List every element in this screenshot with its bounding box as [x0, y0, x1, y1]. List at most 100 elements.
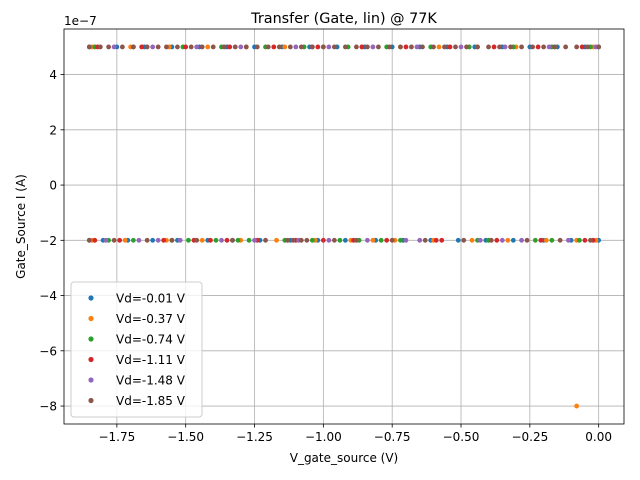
- data-point: [508, 44, 513, 50]
- series-6: [86, 44, 602, 243]
- data-point: [353, 44, 359, 50]
- data-point: [221, 44, 227, 50]
- data-point: [111, 44, 117, 50]
- data-point: [188, 44, 194, 50]
- data-point: [326, 237, 332, 243]
- data-point: [342, 44, 348, 50]
- data-point: [519, 44, 524, 50]
- data-point: [549, 237, 555, 243]
- data-point: [150, 237, 156, 243]
- data-point: [403, 237, 409, 243]
- data-point: [130, 237, 136, 243]
- data-point: [144, 237, 150, 243]
- data-point: [219, 237, 224, 243]
- data-point: [365, 44, 370, 50]
- data-point: [155, 237, 161, 243]
- legend-label: Vd=-0.01 V: [116, 292, 186, 306]
- data-point: [230, 237, 235, 243]
- plot-area-frame: [63, 28, 625, 425]
- data-point: [224, 237, 230, 243]
- data-point: [309, 44, 315, 50]
- legend-marker: [88, 397, 94, 404]
- legend-label: Vd=-1.11 V: [116, 353, 186, 367]
- data-point: [186, 237, 191, 243]
- data-point: [530, 44, 535, 50]
- data-point: [439, 237, 445, 243]
- data-point: [265, 44, 271, 50]
- legend-marker: [88, 377, 94, 383]
- data-point: [175, 44, 180, 50]
- data-point: [596, 44, 602, 50]
- data-point: [86, 44, 92, 50]
- data-point: [246, 237, 252, 243]
- legend: Vd=-0.01 V Vd=-0.37 V Vd=-0.74 V Vd=-1.11 V…: [70, 281, 203, 418]
- data-point: [486, 44, 491, 50]
- data-point: [287, 44, 293, 50]
- data-point: [290, 237, 296, 243]
- data-point: [455, 237, 461, 243]
- data-point: [538, 237, 544, 243]
- data-point: [546, 44, 552, 50]
- data-point: [271, 44, 277, 50]
- data-point: [469, 237, 475, 243]
- data-point: [464, 44, 469, 50]
- data-point: [194, 237, 200, 243]
- data-point: [370, 44, 376, 50]
- data-point: [130, 44, 136, 50]
- data-point: [389, 237, 395, 243]
- data-point: [263, 237, 268, 243]
- chart-title: Transfer (Gate, lin) @ 77K: [250, 11, 437, 27]
- data-point: [574, 44, 580, 50]
- data-point: [541, 44, 547, 50]
- data-point: [365, 237, 370, 243]
- data-point: [370, 237, 376, 243]
- data-point: [304, 237, 310, 243]
- legend-label: Vd=-1.85 V: [116, 394, 186, 408]
- data-point: [384, 237, 390, 243]
- data-point: [359, 44, 365, 50]
- data-point: [582, 237, 588, 243]
- data-point: [293, 44, 299, 50]
- data-point: [320, 44, 326, 50]
- data-point: [315, 44, 321, 50]
- data-point: [552, 44, 558, 50]
- x-tick-label: −0.50: [443, 430, 480, 444]
- data-point: [387, 44, 392, 50]
- data-point: [320, 237, 326, 243]
- data-point: [502, 44, 508, 50]
- grid: [64, 29, 624, 424]
- data-point: [86, 237, 92, 243]
- data-point: [563, 44, 569, 50]
- data-point: [254, 44, 260, 50]
- y-axis-offset-label: 1e−7: [64, 14, 97, 28]
- data-point: [576, 237, 582, 243]
- data-point: [285, 237, 290, 243]
- data-point: [353, 237, 359, 243]
- data-point: [309, 237, 315, 243]
- data-point: [103, 237, 109, 243]
- x-tick-label: −0.25: [511, 430, 548, 444]
- data-point: [557, 237, 563, 243]
- x-tick-label: −1.00: [305, 430, 342, 444]
- y-tick-label: −2: [39, 234, 57, 248]
- data-point: [403, 44, 409, 50]
- data-point: [331, 237, 337, 243]
- data-point: [585, 44, 591, 50]
- data-point: [436, 44, 442, 50]
- series-4: [92, 44, 596, 243]
- data-point: [199, 237, 205, 243]
- data-point: [183, 44, 189, 50]
- data-point: [499, 237, 505, 243]
- data-point: [276, 44, 282, 50]
- data-point: [510, 237, 516, 243]
- data-point: [144, 44, 150, 50]
- data-point: [475, 44, 480, 50]
- data-point: [92, 237, 98, 243]
- data-point: [433, 237, 439, 243]
- data-point: [519, 237, 524, 243]
- data-point: [524, 237, 530, 243]
- data-point: [119, 44, 125, 50]
- data-point: [252, 237, 257, 243]
- data-point: [497, 44, 502, 50]
- data-point: [420, 44, 425, 50]
